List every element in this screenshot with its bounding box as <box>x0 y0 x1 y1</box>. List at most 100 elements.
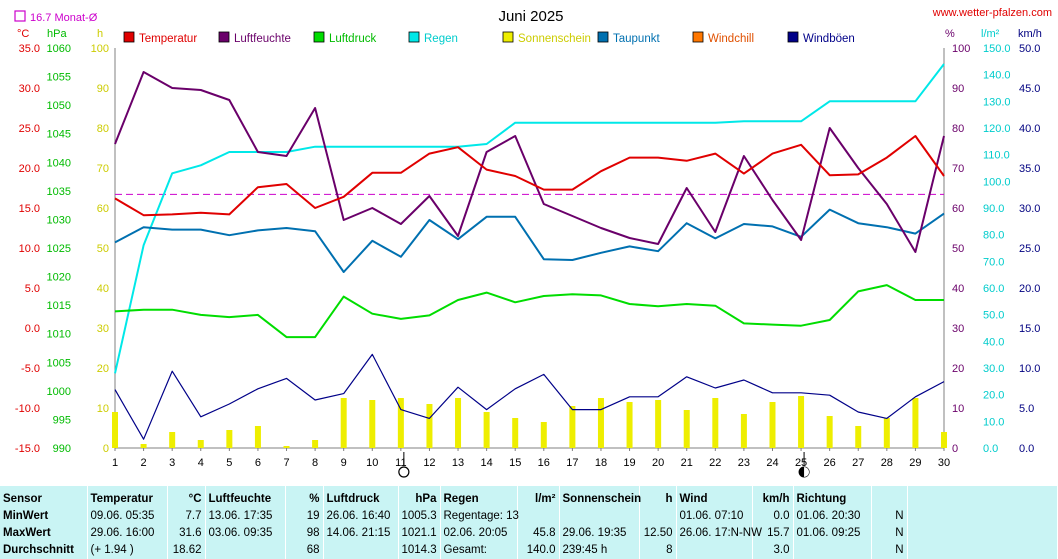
humidity-axis-tick-label: 90 <box>952 83 964 95</box>
humidity-axis-tick-label: 100 <box>952 43 970 55</box>
x-tick-label: 22 <box>709 457 721 469</box>
legend-swatch-6 <box>692 31 704 43</box>
pressure-axis-tick-label: 1000 <box>47 386 71 398</box>
hours-axis-tick-label: 40 <box>97 283 109 295</box>
legend-label: Temperatur <box>139 33 197 45</box>
hours-axis-tick-label: 10 <box>97 403 109 415</box>
x-tick-label: 1 <box>112 457 118 469</box>
stats-cell-rain-val: 45.8 <box>517 524 560 542</box>
legend-swatch-1 <box>218 31 230 43</box>
wind-axis-tick-label: 0.0 <box>1019 443 1034 455</box>
legend-label: Windböen <box>803 33 855 45</box>
sunshine-bar <box>626 402 633 448</box>
source-link[interactable]: www.wetter-pfalzen.com <box>932 7 1052 19</box>
rain-axis-tick-label: 110.0 <box>983 150 1010 162</box>
rain-axis-tick-label: 90.0 <box>983 203 1004 215</box>
x-tick-label: 15 <box>509 457 521 469</box>
stats-cell-press-val: 1014.3 <box>398 541 441 559</box>
series-line-luftfeuchte <box>114 71 945 253</box>
temperature-axis-tick-label: -5.0 <box>21 363 40 375</box>
legend-swatch-7 <box>787 31 799 43</box>
rain-axis-tick-label: 80.0 <box>983 230 1004 242</box>
humidity-axis-tick-label: 40 <box>952 283 964 295</box>
stats-cell-press-val: 1005.3 <box>398 507 441 525</box>
sunshine-bar <box>740 414 747 448</box>
stats-cell-press-date: 26.06. 16:40 <box>323 507 399 525</box>
sunshine-bar <box>112 412 118 448</box>
sunshine-bar <box>340 398 347 448</box>
rain-axis-tick-label: 20.0 <box>983 390 1004 402</box>
hours-axis-tick-label: 80 <box>97 123 109 135</box>
x-tick-label: 8 <box>312 457 318 469</box>
stats-row-avg: Durchschnitt (+ 1.94 ) 18.62 68 1014.3 Gesamt… <box>0 541 1058 559</box>
rain-axis-tick-label: 60.0 <box>983 283 1004 295</box>
temperature-axis-tick-label: -10.0 <box>15 403 40 415</box>
pressure-axis-tick-label: 995 <box>53 414 71 426</box>
pressure-axis-tick-label: 1020 <box>47 272 71 284</box>
unit-hours: h <box>97 28 103 40</box>
stats-cell-temp-val: 18.62 <box>167 541 206 559</box>
x-tick-label: 6 <box>255 457 261 469</box>
unit-rain: l/m² <box>981 28 1000 40</box>
pressure-axis-tick-label: 1015 <box>47 300 71 312</box>
sunshine-bar <box>597 398 604 448</box>
stats-cell-press-date <box>323 541 399 559</box>
sunshine-bar <box>769 402 776 448</box>
x-tick-label: 16 <box>538 457 550 469</box>
sunshine-bar <box>140 444 147 448</box>
stats-cell-sun-date: 29.06. 19:35 <box>559 524 640 542</box>
sunshine-bar <box>826 416 833 448</box>
stats-cell-temp-val: 7.7 <box>167 507 206 525</box>
pressure-axis-tick-label: 990 <box>53 443 71 455</box>
legend-label: Luftdruck <box>329 33 377 45</box>
stats-cell-wind-date: 26.06. 17:N-NW <box>676 524 762 542</box>
sunshine-bar <box>855 426 862 448</box>
stats-cell-press-date: 14.06. 21:15 <box>323 524 399 542</box>
series-line-temperatur <box>114 135 945 217</box>
unit-percent: % <box>945 28 955 40</box>
wind-axis-tick-label: 30.0 <box>1019 203 1040 215</box>
stats-cell-sun-date <box>559 507 640 525</box>
stats-cell-dir-date: 01.06. 20:30 <box>793 507 872 525</box>
sunshine-bar <box>312 440 319 448</box>
unit-wind: km/h <box>1018 28 1042 40</box>
x-tick-label: 12 <box>423 457 435 469</box>
pressure-axis-tick-label: 1045 <box>47 129 71 141</box>
stats-cell-temp-val: 31.6 <box>167 524 206 542</box>
stats-cell-wind-val: 0.0 <box>752 507 794 525</box>
unit-celsius: °C <box>17 28 29 40</box>
wind-axis-tick-label: 5.0 <box>1019 403 1034 415</box>
new-moon-icon-half <box>804 467 810 477</box>
pressure-axis-tick-label: 1050 <box>47 100 71 112</box>
sunshine-bar <box>569 406 576 448</box>
humidity-axis-tick-label: 10 <box>952 403 964 415</box>
x-tick-label: 27 <box>852 457 864 469</box>
stats-header-luftdruck: Luftdruck <box>323 486 399 508</box>
sunshine-bar <box>655 400 662 448</box>
rain-axis-tick-label: 40.0 <box>983 336 1004 348</box>
stats-cell-pad <box>907 507 1058 525</box>
pressure-axis-tick-label: 1010 <box>47 329 71 341</box>
legend-swatch-2 <box>313 31 325 43</box>
stats-header-wind-unit: km/h <box>752 486 794 508</box>
stats-header-sonnenschein: Sonnenschein <box>559 486 641 508</box>
chart-grid <box>114 48 945 449</box>
stats-cell-dir-val: N <box>871 541 908 559</box>
stats-cell-rain-date: Gesamt: <box>440 541 518 559</box>
sunshine-bar <box>798 396 805 448</box>
x-tick-label: 26 <box>824 457 836 469</box>
hours-axis-tick-label: 0 <box>103 443 109 455</box>
stats-header-regen-unit: l/m² <box>517 486 560 508</box>
hours-axis-tick-label: 20 <box>97 363 109 375</box>
humidity-axis-tick-label: 50 <box>952 243 964 255</box>
x-tick-label: 11 <box>395 457 406 469</box>
sunshine-bars <box>112 396 947 448</box>
wind-axis-tick-label: 45.0 <box>1019 83 1040 95</box>
legend-label: Regen <box>424 33 458 45</box>
x-tick-label: 7 <box>283 457 289 469</box>
stats-cell-rain-date: 02.06. 20:05 <box>440 524 518 542</box>
sunshine-bar <box>941 432 947 448</box>
sunshine-bar <box>512 418 519 448</box>
sunshine-bar <box>683 410 690 448</box>
moon-phases <box>398 452 810 478</box>
